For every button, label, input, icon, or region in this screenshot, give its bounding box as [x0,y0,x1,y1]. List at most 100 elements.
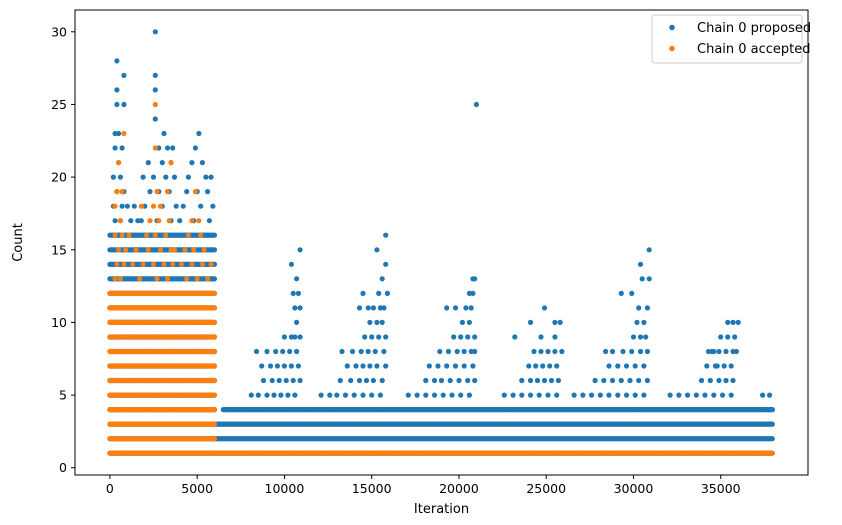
data-point [285,392,291,398]
data-point [538,334,544,340]
data-point [199,160,205,166]
data-point [114,101,120,108]
data-point [363,377,370,384]
data-point [356,377,363,384]
data-point [685,392,691,398]
data-point [431,377,438,384]
data-point [379,319,385,325]
data-point [206,218,212,224]
data-point [728,392,734,398]
data-point [536,392,542,398]
data-point [733,348,740,355]
data-point [353,363,359,369]
data-point [367,363,373,369]
data-point [465,334,471,340]
data-point [538,348,544,355]
data-point [580,392,586,398]
series-accepted [107,101,775,456]
data-point [629,290,635,296]
data-point [344,363,350,369]
data-point [147,189,153,195]
data-point [381,348,387,355]
data-point [698,377,705,384]
data-point [281,363,287,369]
data-point [356,305,363,311]
data-point [545,392,551,398]
data-point [627,377,633,384]
data-point [552,334,558,340]
data-point [557,319,563,325]
data-point [630,334,637,340]
data-point [119,145,125,151]
data-point [531,348,537,355]
data-point [707,377,713,384]
data-point [376,290,382,296]
data-points [107,29,776,456]
data-point [643,334,649,340]
data-point [725,334,731,340]
data-point [112,145,118,151]
data-point [760,392,766,398]
data-point [705,348,712,355]
data-point [637,348,644,355]
data-point [337,377,343,384]
data-point [196,130,202,137]
data-point [440,392,446,398]
data-point [716,348,722,355]
data-point [367,319,373,325]
data-point [383,261,389,267]
data-point [211,232,218,238]
data-point [637,334,644,340]
data-point [447,377,453,384]
data-point [255,392,261,398]
data-point [211,276,218,282]
data-point [723,348,729,355]
data-point [383,232,389,238]
data-point [435,363,441,369]
data-point [264,348,270,355]
data-point [637,261,644,267]
data-point [360,290,366,296]
data-point [725,319,731,325]
data-point [735,319,741,325]
data-point [501,392,507,398]
data-point [547,363,553,369]
data-point [295,290,301,296]
data-point [470,290,476,296]
data-point [192,145,198,151]
data-point [603,348,609,355]
data-point [370,377,376,384]
data-point [374,247,380,253]
data-point [730,377,736,384]
data-point [198,203,204,209]
data-point [369,334,375,340]
data-point [716,377,722,384]
data-point [253,348,260,355]
data-point [203,174,209,180]
data-point [292,305,298,311]
data-point [452,363,459,369]
data-point [719,392,726,398]
data-point [711,392,717,398]
data-point [365,305,371,311]
data-point [718,334,724,340]
data-point [295,363,301,369]
data-point [318,392,324,398]
data-point [589,392,595,398]
data-point [278,392,284,398]
data-point [711,348,717,355]
data-point [767,392,773,398]
data-point [297,247,303,253]
data-point [533,363,539,369]
data-point [365,348,371,355]
data-point [131,203,137,209]
data-point [644,377,651,384]
data-point [119,203,125,209]
data-point [170,145,176,151]
data-point [466,392,472,398]
data-point [164,145,171,151]
data-point [463,305,469,311]
data-point [526,363,532,369]
data-point [211,421,218,427]
